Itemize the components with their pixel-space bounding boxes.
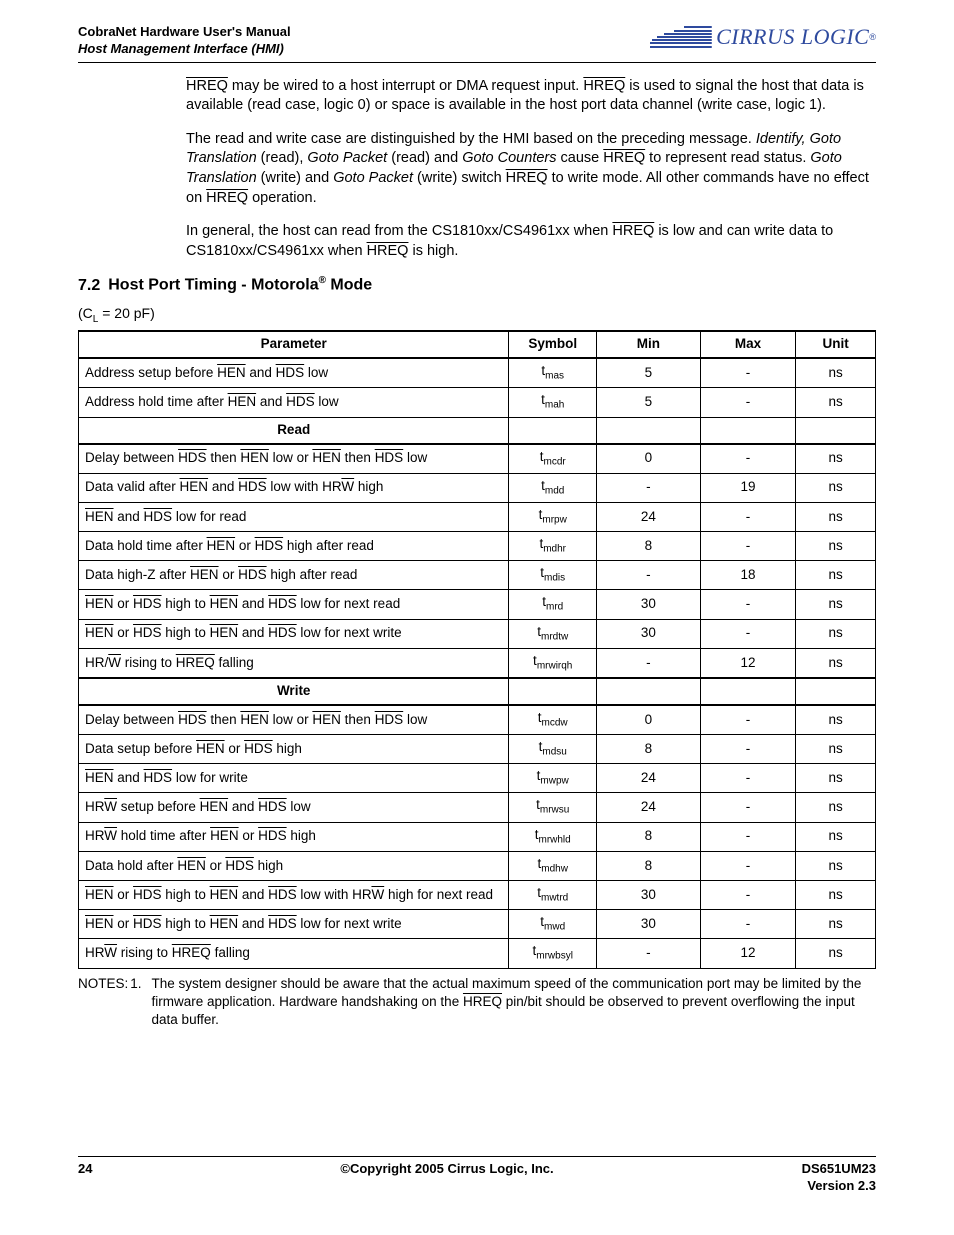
header-left: CobraNet Hardware User's Manual Host Man…	[78, 24, 291, 58]
page-number: 24	[78, 1161, 92, 1195]
table-row: Delay between HDS then HEN low or HEN th…	[79, 705, 876, 735]
notes-block: NOTES: 1. The system designer should be …	[78, 975, 876, 1030]
col-unit: Unit	[796, 331, 876, 358]
table-row: HEN and HDS low for readtmrpw24-ns	[79, 502, 876, 531]
col-parameter: Parameter	[79, 331, 509, 358]
copyright: ©Copyright 2005 Cirrus Logic, Inc.	[92, 1161, 801, 1195]
table-row: HEN and HDS low for writetmwpw24-ns	[79, 764, 876, 793]
table-row: Data setup before HEN or HDS hightmdsu8-…	[79, 735, 876, 764]
col-max: Max	[700, 331, 796, 358]
logo-reg-icon: ®	[869, 32, 876, 42]
table-row: HEN or HDS high to HEN and HDS low for n…	[79, 619, 876, 648]
page-footer: 24 ©Copyright 2005 Cirrus Logic, Inc. DS…	[78, 1156, 876, 1195]
table-row: Address hold time after HEN and HDS lowt…	[79, 388, 876, 417]
table-row: Address setup before HEN and HDS lowtmas…	[79, 358, 876, 388]
section-name: Host Management Interface (HMI)	[78, 41, 291, 58]
logo-lines-icon	[650, 25, 712, 49]
page-header: CobraNet Hardware User's Manual Host Man…	[78, 24, 876, 63]
table-row: Data valid after HEN and HDS low with HR…	[79, 473, 876, 502]
table-row: HR/W rising to HREQ fallingtmrwirqh-12ns	[79, 648, 876, 678]
col-min: Min	[597, 331, 701, 358]
table-row: Data hold time after HEN or HDS high aft…	[79, 532, 876, 561]
notes-number: 1.	[130, 975, 151, 1030]
table-row: HRW setup before HEN and HDS lowtmrwsu24…	[79, 793, 876, 822]
doc-id: DS651UM23 Version 2.3	[802, 1161, 876, 1195]
table-header-row: Parameter Symbol Min Max Unit	[79, 331, 876, 358]
body-paragraphs: HREQ may be wired to a host interrupt or…	[78, 77, 876, 262]
table-section-row: Write	[79, 678, 876, 705]
notes-label: NOTES:	[78, 975, 130, 1030]
para-1: HREQ may be wired to a host interrupt or…	[186, 77, 876, 116]
manual-title: CobraNet Hardware User's Manual	[78, 24, 291, 41]
para-2: The read and write case are distinguishe…	[186, 130, 876, 208]
table-row: Data high-Z after HEN or HDS high after …	[79, 561, 876, 590]
table-row: HEN or HDS high to HEN and HDS low with …	[79, 881, 876, 910]
logo-text: CIRRUS LOGIC	[716, 24, 869, 50]
timing-table: Parameter Symbol Min Max Unit Address se…	[78, 330, 876, 968]
cirrus-logo: CIRRUS LOGIC®	[650, 24, 876, 52]
table-row: HEN or HDS high to HEN and HDS low for n…	[79, 910, 876, 939]
para-3: In general, the host can read from the C…	[186, 222, 876, 261]
table-row: HRW rising to HREQ fallingtmrwbsyl-12ns	[79, 939, 876, 968]
col-symbol: Symbol	[509, 331, 597, 358]
table-row: Delay between HDS then HEN low or HEN th…	[79, 444, 876, 474]
capacitance-note: (CL = 20 pF)	[78, 305, 876, 325]
table-row: Data hold after HEN or HDS hightmdhw8-ns	[79, 851, 876, 880]
section-heading: 7.2 Host Port Timing - Motorola® Mode	[78, 275, 876, 294]
notes-text: The system designer should be aware that…	[152, 975, 876, 1030]
table-section-row: Read	[79, 417, 876, 443]
table-row: HEN or HDS high to HEN and HDS low for n…	[79, 590, 876, 619]
table-row: HRW hold time after HEN or HDS hightmrwh…	[79, 822, 876, 851]
